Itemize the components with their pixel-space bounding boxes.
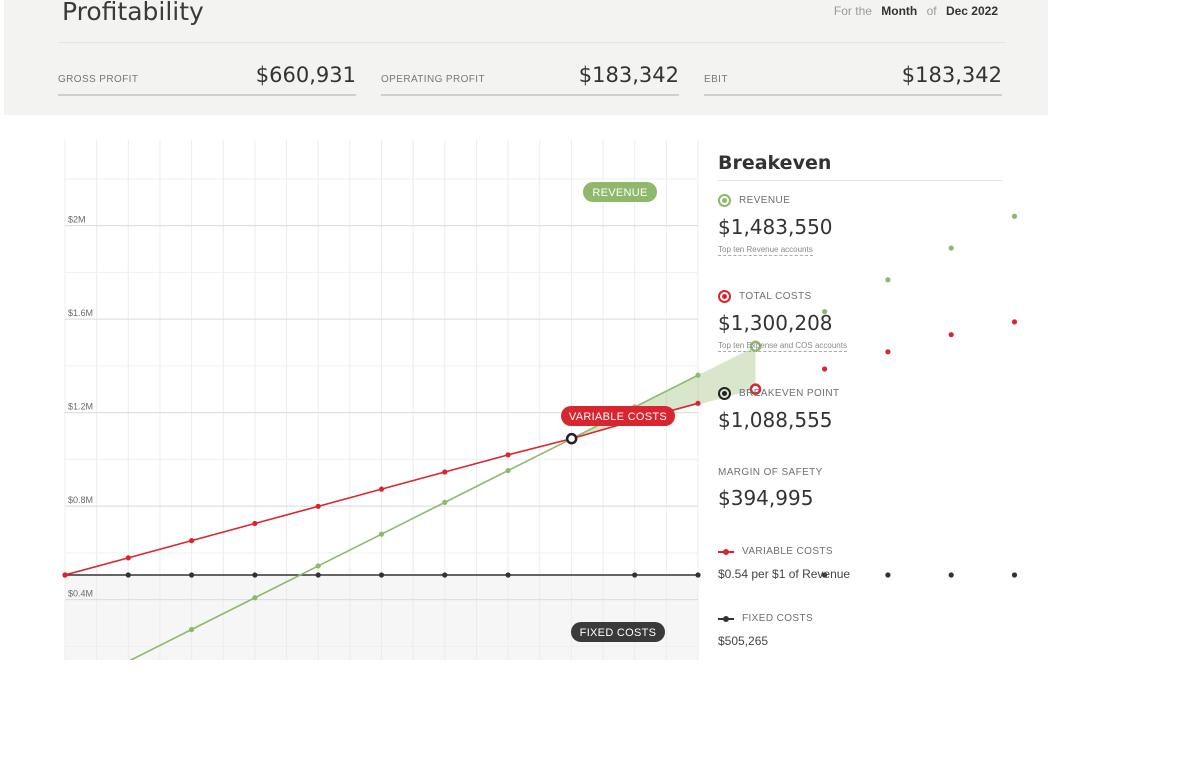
variable-costs-point (505, 452, 511, 458)
revenue-point (505, 467, 511, 474)
fixed-costs-point (442, 572, 448, 578)
breakeven-label: BREAKEVEN POINT (739, 388, 840, 399)
metric-label: GROSS PROFIT (58, 74, 139, 85)
margin-value: $394,995 (718, 486, 814, 510)
revenue-point (885, 277, 891, 283)
variable-costs-point (822, 366, 828, 372)
revenue-pill-label: REVENUE (592, 187, 647, 199)
total-costs-value: $1,300,208 (718, 311, 833, 335)
variable-costs-point (1011, 319, 1018, 325)
breakeven-legend-icon (718, 387, 731, 400)
variable-costs-point (189, 538, 195, 544)
variable-costs-point (442, 469, 448, 475)
revenue-label: REVENUE (739, 195, 791, 206)
revenue-point (1011, 213, 1018, 219)
variable-costs-point (378, 486, 385, 492)
variable-costs-desc: $0.54 per $1 of Revenue (718, 567, 851, 581)
metric-gross-profit: GROSS PROFIT $660,931 (58, 56, 356, 96)
breakeven-stat: BREAKEVEN POINT $1,088,555 (718, 387, 839, 432)
breakeven-value: $1,088,555 (718, 408, 833, 432)
y-tick-label: $2M (68, 215, 86, 225)
period-of: of (926, 4, 937, 18)
page-title: Profitability (62, 0, 204, 26)
fixed-costs-point (1011, 572, 1018, 578)
fixed-costs-pill-label: FIXED COSTS (580, 627, 657, 639)
y-tick-label: $1.2M (68, 402, 93, 412)
margin-of-safety-stat: MARGIN OF SAFETY $394,995 (718, 467, 823, 510)
revenue-point (695, 372, 701, 378)
fixed-costs-point (315, 572, 321, 578)
fixed-costs-label: FIXED COSTS (742, 613, 814, 624)
metric-label: EBIT (704, 74, 728, 85)
margin-label: MARGIN OF SAFETY (718, 467, 823, 478)
revenue-value: $1,483,550 (718, 215, 833, 239)
revenue-point (189, 626, 195, 633)
period-prefix: For the (833, 4, 872, 18)
variable-costs-label: VARIABLE COSTS (742, 546, 833, 557)
variable-costs-line (65, 402, 698, 576)
summary-panel: Profitability For the Month of Dec 2022 … (4, 0, 1048, 115)
fixed-costs-point (125, 572, 131, 578)
revenue-point (378, 531, 385, 537)
variable-costs-point (885, 349, 891, 355)
metric-ebit: EBIT $183,342 (704, 56, 1002, 96)
fixed-costs-point (505, 572, 511, 578)
total-costs-marker (749, 383, 762, 395)
metric-operating-profit: OPERATING PROFIT $183,342 (381, 56, 679, 96)
fixed-costs-stat: FIXED COSTS $505,265 (718, 613, 813, 648)
fixed-costs-desc: $505,265 (718, 634, 769, 648)
breakeven-marker (565, 432, 578, 445)
period-selector[interactable]: For the Month of Dec 2022 (832, 4, 1002, 18)
revenue-legend-icon (718, 194, 731, 207)
variable-costs-point (125, 555, 131, 561)
variable-costs-point (948, 332, 954, 338)
metric-value: $183,342 (578, 63, 679, 87)
breakeven-panel: Breakeven REVENUE $1,483,550 Top ten Rev… (718, 152, 1002, 648)
y-tick-label: $0.8M (68, 495, 93, 505)
metric-value: $660,931 (255, 63, 356, 87)
fixed-costs-point (378, 572, 385, 578)
variable-costs-point (252, 520, 258, 527)
top-revenue-accounts-link[interactable]: Top ten Revenue accounts (718, 245, 813, 256)
y-tick-label: $0.4M (68, 589, 93, 599)
revenue-marker (749, 340, 762, 353)
variable-costs-point (62, 572, 68, 578)
revenue-point (315, 563, 321, 569)
variable-costs-pill (561, 406, 675, 426)
y-tick-label: $1.6M (68, 308, 93, 318)
divider (58, 42, 1006, 43)
fixed-costs-point (822, 572, 828, 578)
fixed-costs-point (252, 572, 258, 578)
revenue-point (822, 309, 828, 315)
variable-costs-point (315, 503, 321, 509)
variable-costs-point (695, 400, 701, 406)
revenue-point (442, 499, 448, 505)
metric-label: OPERATING PROFIT (381, 74, 485, 85)
section-title: Breakeven (718, 152, 1002, 181)
revenue-point (252, 595, 258, 601)
variable-costs-legend-icon (718, 548, 734, 555)
total-costs-label: TOTAL COSTS (739, 291, 812, 302)
top-expense-accounts-link[interactable]: Top ten Expense and COS accounts (718, 341, 847, 352)
period-value[interactable]: Dec 2022 (945, 4, 998, 18)
fixed-costs-point (885, 572, 891, 578)
metric-value: $183,342 (901, 63, 1002, 87)
variable-costs-pill-label: VARIABLE COSTS (569, 411, 667, 423)
fixed-costs-point (948, 572, 954, 578)
revenue-pill (583, 182, 657, 202)
fixed-costs-point (189, 572, 195, 578)
revenue-stat: REVENUE $1,483,550 Top ten Revenue accou… (718, 194, 833, 257)
total-costs-stat: TOTAL COSTS $1,300,208 Top ten Expense a… (718, 290, 847, 353)
fixed-costs-point (632, 572, 638, 578)
revenue-point (948, 245, 954, 251)
variable-costs-stat: VARIABLE COSTS $0.54 per $1 of Revenue (718, 546, 850, 581)
fixed-costs-point (695, 572, 701, 578)
total-costs-legend-icon (718, 290, 731, 303)
fixed-costs-legend-icon (718, 615, 734, 622)
period-unit[interactable]: Month (881, 4, 918, 18)
fixed-costs-pill (571, 622, 665, 642)
